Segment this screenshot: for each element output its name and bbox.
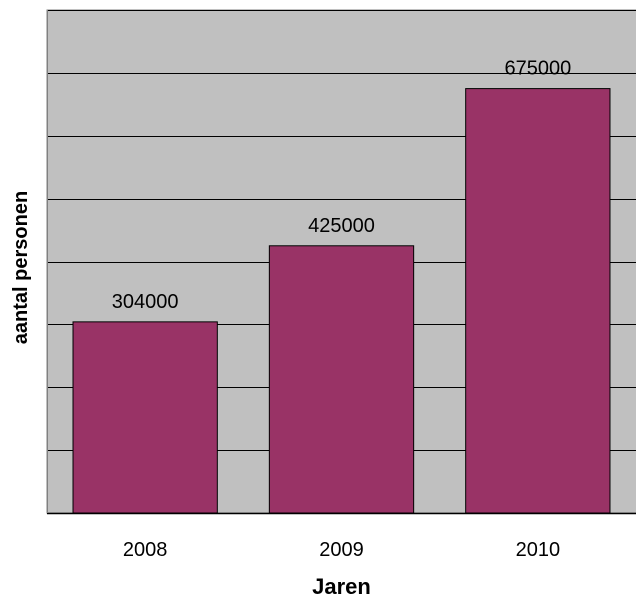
- x-tick-label-2010: 2010: [516, 539, 561, 561]
- x-tick-labels: 2008 2009 2010: [123, 539, 560, 561]
- data-label-2009: 425000: [308, 215, 375, 237]
- bar-2008: [72, 321, 218, 514]
- data-labels: 304000 425000 675000: [112, 58, 571, 313]
- y-axis-title: aantal personen: [10, 191, 32, 344]
- bars: [72, 88, 611, 514]
- data-label-2008: 304000: [112, 291, 179, 313]
- bar-2010: [465, 88, 611, 514]
- data-label-2010: 675000: [504, 58, 571, 80]
- x-tick-label-2008: 2008: [123, 539, 168, 561]
- x-tick-label-2009: 2009: [319, 539, 364, 561]
- x-axis-title: Jaren: [312, 574, 371, 599]
- bar-2009: [268, 245, 415, 514]
